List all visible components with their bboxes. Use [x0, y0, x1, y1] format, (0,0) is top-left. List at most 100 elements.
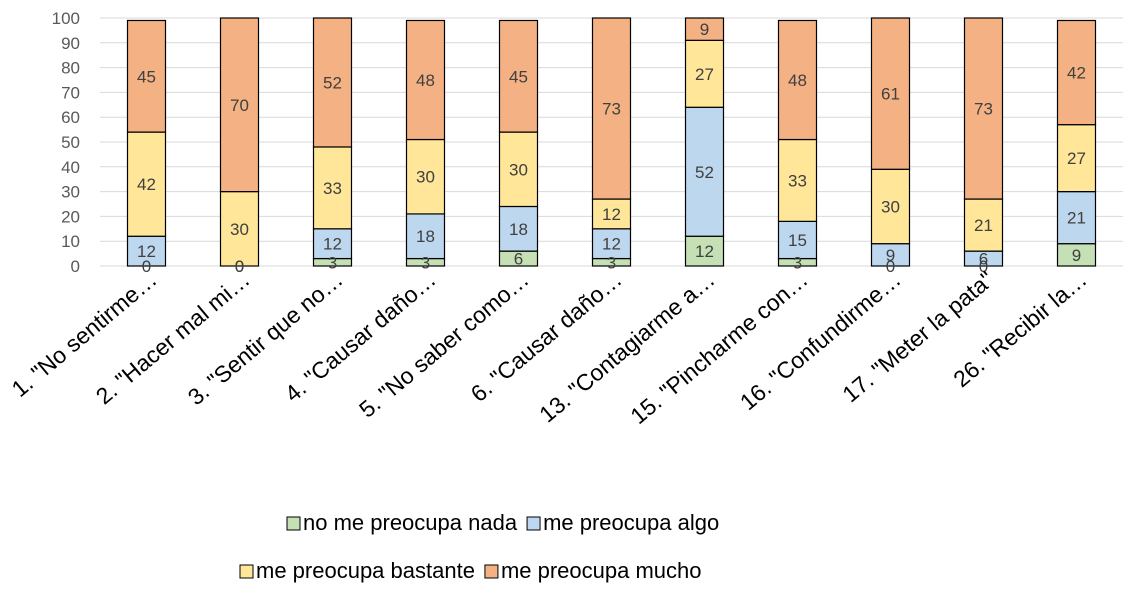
data-label: 18 — [416, 227, 435, 246]
y-tick-label: 80 — [61, 59, 80, 78]
data-label: 9 — [1072, 246, 1081, 265]
data-labels: 0124245003070312335231830486183045312127… — [137, 20, 1086, 276]
data-label: 3 — [793, 253, 802, 272]
bar-segment — [1056, 124, 1097, 193]
bar-segment — [963, 17, 1004, 200]
bars — [126, 17, 1097, 267]
data-label: 9 — [886, 246, 895, 265]
data-label: 48 — [416, 71, 435, 90]
data-label: 42 — [1067, 64, 1086, 83]
data-label: 3 — [421, 253, 430, 272]
legend-swatch — [526, 516, 541, 531]
bar-segment — [684, 17, 725, 41]
data-label: 30 — [509, 160, 528, 179]
data-label: 61 — [881, 85, 900, 104]
data-label: 48 — [788, 71, 807, 90]
legend-label: me preocupa bastante — [256, 558, 475, 583]
data-label: 42 — [137, 175, 156, 194]
data-label: 0 — [979, 257, 988, 276]
data-label: 6 — [514, 250, 523, 269]
data-label: 30 — [881, 197, 900, 216]
data-label: 45 — [509, 67, 528, 86]
bar-segment — [312, 17, 353, 148]
bar-segment — [777, 220, 818, 260]
data-label: 33 — [788, 171, 807, 190]
bar-segment — [126, 235, 167, 267]
bar-segment — [684, 106, 725, 237]
data-label: 12 — [137, 242, 156, 261]
y-tick-label: 60 — [61, 108, 80, 127]
y-tick-label: 100 — [52, 9, 80, 28]
legend-label: me preocupa mucho — [501, 558, 702, 583]
data-label: 3 — [607, 253, 616, 272]
y-tick-label: 50 — [61, 133, 80, 152]
bar-segment — [870, 17, 911, 170]
data-label: 18 — [509, 220, 528, 239]
data-label: 21 — [1067, 209, 1086, 228]
x-tick-label: 13. "Contagiarme a… — [534, 266, 720, 428]
bar-segment — [126, 19, 167, 133]
data-label: 21 — [974, 216, 993, 235]
y-tick-label: 70 — [61, 83, 80, 102]
data-label: 30 — [416, 168, 435, 187]
x-tick-label: 4. "Causar daño… — [280, 266, 441, 407]
bar-segment — [312, 146, 353, 230]
x-tick-label: 2. "Hacer mal mi… — [91, 266, 255, 409]
bar-segment — [405, 138, 446, 215]
data-label: 15 — [788, 231, 807, 250]
bar-segment — [405, 213, 446, 260]
bar-segment — [777, 138, 818, 222]
x-axis: 1. "No sentirme…2. "Hacer mal mi…3. "Sen… — [7, 266, 1092, 429]
data-label: 3 — [328, 253, 337, 272]
bar-segment — [1056, 191, 1097, 245]
y-tick-label: 20 — [61, 207, 80, 226]
x-tick-label: 16. "Confundirme… — [735, 266, 906, 415]
data-label: 0 — [142, 257, 151, 276]
data-label: 12 — [323, 235, 342, 254]
bar-segment — [684, 235, 725, 267]
x-tick-label: 6. "Causar daño… — [466, 266, 627, 407]
data-label: 0 — [886, 257, 895, 276]
data-label: 73 — [602, 100, 621, 119]
data-label: 9 — [700, 20, 709, 39]
legend-swatch — [286, 516, 301, 531]
bar-segment — [1056, 19, 1097, 126]
bar-segment — [498, 205, 539, 252]
data-label: 33 — [323, 179, 342, 198]
data-label: 12 — [695, 242, 714, 261]
y-tick-label: 10 — [61, 232, 80, 251]
bar-segment — [219, 191, 260, 267]
legend-label: no me preocupa nada — [303, 510, 518, 535]
legend: no me preocupa nada me preocupa algo me pr… — [239, 510, 719, 583]
data-label: 70 — [230, 96, 249, 115]
x-tick-label: 3. "Sentir que no… — [183, 266, 348, 410]
bar-segment — [405, 19, 446, 141]
legend-swatch — [484, 564, 499, 579]
legend-swatch — [239, 564, 254, 579]
bar-segment — [870, 168, 911, 245]
data-label: 73 — [974, 100, 993, 119]
bar-segment — [498, 131, 539, 208]
data-label: 45 — [137, 67, 156, 86]
data-label: 52 — [323, 73, 342, 92]
bar-segment — [591, 198, 632, 230]
data-label: 27 — [1067, 149, 1086, 168]
x-tick-label: 15. "Pincharme con… — [625, 266, 812, 429]
bar-segment — [312, 228, 353, 260]
bar-segment — [126, 131, 167, 237]
x-tick-label: 17. "Meter la pata" — [837, 266, 998, 407]
data-label: 27 — [695, 65, 714, 84]
data-label: 0 — [235, 257, 244, 276]
x-tick-label: 5. "No saber como… — [354, 266, 534, 423]
data-label: 52 — [695, 163, 714, 182]
y-tick-label: 90 — [61, 34, 80, 53]
data-label: 30 — [230, 220, 249, 239]
data-label: 12 — [602, 235, 621, 254]
bar-segment — [591, 17, 632, 200]
data-label: 6 — [979, 250, 988, 269]
y-tick-label: 40 — [61, 158, 80, 177]
y-tick-label: 30 — [61, 183, 80, 202]
bar-segment — [684, 39, 725, 108]
bar-segment — [219, 17, 260, 193]
